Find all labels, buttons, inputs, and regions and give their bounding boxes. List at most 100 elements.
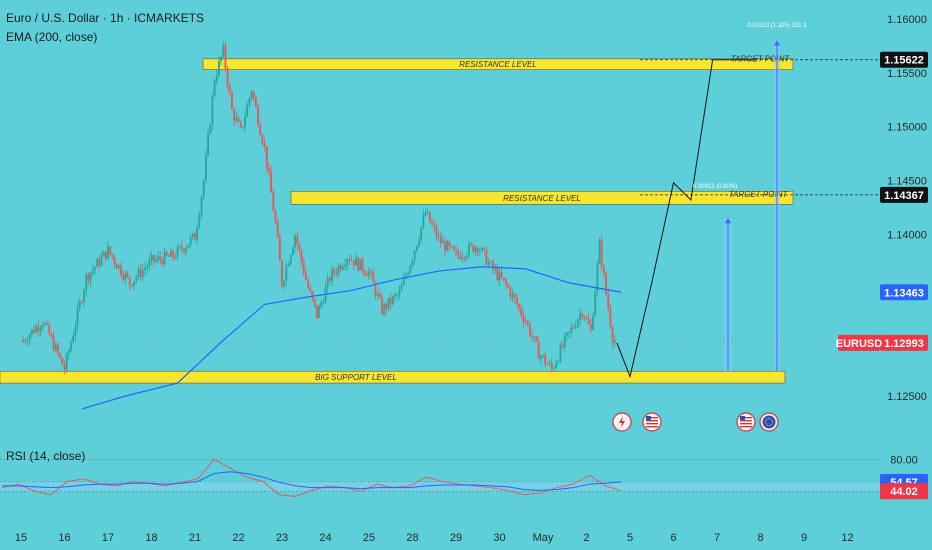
badge-ema: 1.13463 <box>884 287 924 299</box>
candle <box>202 180 205 197</box>
candle <box>583 316 586 319</box>
candle <box>213 81 216 96</box>
candle <box>81 301 83 303</box>
candle <box>207 133 209 156</box>
candle <box>148 259 151 267</box>
support-band <box>0 370 786 384</box>
resistance-band-top-label: RESISTANCE LEVEL <box>459 60 537 69</box>
candle <box>537 341 540 360</box>
us-stripe <box>646 423 658 425</box>
candle <box>559 345 562 362</box>
badge-ema-bg <box>880 284 928 301</box>
candle <box>452 246 455 251</box>
candle <box>489 261 492 263</box>
candle <box>218 61 220 76</box>
candle <box>502 277 505 280</box>
candle <box>102 251 105 257</box>
candle <box>276 221 279 238</box>
candle <box>191 233 194 238</box>
candle <box>285 266 288 281</box>
us-flag-icon[interactable] <box>736 412 756 432</box>
event-icons[interactable] <box>612 412 779 432</box>
candle <box>422 215 425 228</box>
candle <box>498 271 501 281</box>
candle <box>455 250 457 252</box>
candle <box>163 251 166 265</box>
candle <box>113 257 116 264</box>
candle <box>461 257 464 260</box>
candle <box>526 321 529 325</box>
candle <box>37 326 40 331</box>
candle <box>572 327 575 329</box>
candle <box>561 345 564 347</box>
measure-label-top: 0.01513 (1.325) 151.3 <box>747 23 807 29</box>
us-canton <box>740 416 745 420</box>
rsi-pane: 80.00 <box>0 454 918 498</box>
us-stripe <box>740 426 752 428</box>
candle <box>257 106 259 126</box>
candle <box>189 237 192 245</box>
candle <box>342 266 344 270</box>
us-stripe <box>740 417 752 419</box>
x-tick-16: 7 <box>714 532 720 544</box>
candle <box>131 284 133 287</box>
candle <box>174 257 177 259</box>
eu-stars <box>765 418 773 426</box>
candle <box>372 272 375 283</box>
candle <box>46 323 48 325</box>
badge-target-mid-bg <box>880 186 928 203</box>
candle <box>350 260 353 262</box>
lightning-icon[interactable] <box>612 412 632 432</box>
candle <box>161 259 164 265</box>
candle <box>457 251 460 256</box>
candle <box>178 245 181 247</box>
measure-arrowhead-top <box>774 40 780 46</box>
candle <box>326 277 329 288</box>
candle <box>496 268 499 281</box>
overlay-lines: TARGET POINT TARGET POINT 0.01513 (1.325) … <box>81 23 880 410</box>
candle <box>463 257 466 259</box>
candle <box>72 335 75 343</box>
measure-label-mid: 0.00913 (0.80%) <box>693 184 737 190</box>
candle <box>581 313 584 317</box>
eu-flag-icon[interactable] <box>759 412 779 432</box>
candle <box>183 249 186 252</box>
candle <box>383 303 386 315</box>
candle <box>59 353 62 358</box>
resistance-band-mid-label: RESISTANCE LEVEL <box>503 194 581 203</box>
candle <box>100 256 103 266</box>
candle <box>250 91 253 99</box>
us-canton <box>646 416 651 420</box>
candle <box>603 266 605 274</box>
candle <box>187 244 190 248</box>
candle <box>291 247 294 256</box>
candle <box>381 297 383 315</box>
candle <box>357 257 360 271</box>
candle <box>405 275 407 278</box>
candle <box>287 263 290 267</box>
candle <box>228 85 231 93</box>
candle <box>413 250 416 261</box>
candle <box>133 281 135 287</box>
candle <box>574 327 577 329</box>
candle <box>235 118 238 121</box>
candle <box>315 305 318 319</box>
price-badges: 1.156221.143671.134631.12993EURUSD54.574… <box>836 51 928 500</box>
us-flag-icon[interactable] <box>642 412 662 432</box>
candle <box>265 146 268 168</box>
badge-target-high: 1.15622 <box>884 55 924 67</box>
candle <box>520 307 523 316</box>
candle <box>83 290 85 302</box>
support-band-label: BIG SUPPORT LEVEL <box>315 373 397 382</box>
x-tick-0: 15 <box>15 532 27 544</box>
candle <box>28 334 31 342</box>
candle <box>494 268 497 270</box>
candle <box>298 243 301 251</box>
candle <box>398 290 401 295</box>
candle <box>609 308 612 328</box>
candle <box>320 302 323 307</box>
x-tick-17: 8 <box>757 532 763 544</box>
candle <box>26 341 29 343</box>
x-tick-1: 16 <box>58 532 70 544</box>
